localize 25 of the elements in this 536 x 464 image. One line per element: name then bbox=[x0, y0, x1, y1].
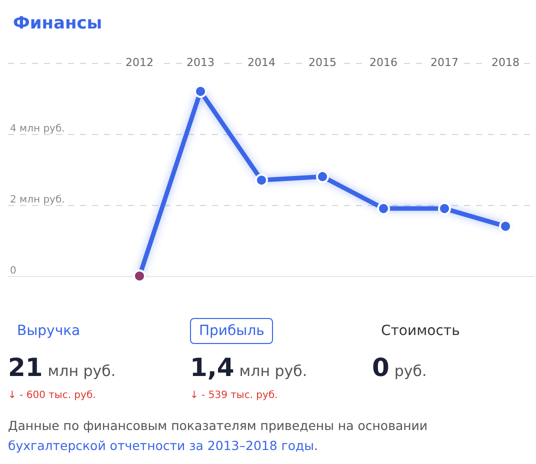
text: . bbox=[314, 438, 318, 453]
text: Выручка bbox=[16, 322, 82, 341]
y-tick-label: 0 bbox=[10, 266, 16, 276]
x-tick-label: 2014 bbox=[248, 56, 276, 69]
x-tick-label: 2012 bbox=[126, 56, 154, 69]
text: Стоимость bbox=[380, 322, 461, 341]
text: Данные по финансовым показателям приведены на основании bbox=[8, 418, 428, 433]
x-tick-label: 2018 bbox=[492, 56, 520, 69]
text: млн руб. bbox=[48, 362, 116, 380]
x-tick-label: 2015 bbox=[308, 56, 336, 69]
text: ↓ - 600 тыс. руб. bbox=[8, 390, 97, 401]
tab-button: Прибыль bbox=[190, 318, 274, 344]
text: руб. bbox=[394, 362, 427, 380]
y-tick-label: 2 млн руб. bbox=[10, 194, 65, 206]
x-tick-label: 2013 bbox=[186, 56, 214, 69]
text: 21 bbox=[8, 353, 43, 382]
x-tick-label: 2017 bbox=[430, 56, 458, 69]
chart-title: Финансы bbox=[13, 14, 102, 34]
text: ↓ - 539 тыс. руб. bbox=[190, 390, 279, 401]
x-tick-label: 2016 bbox=[370, 56, 398, 69]
text: бухгалтерской отчетности за 2013–2018 годы bbox=[8, 438, 314, 453]
text: 1,4 bbox=[190, 353, 234, 382]
text: млн руб. bbox=[239, 362, 308, 380]
y-tick-label: 4 млн руб. bbox=[10, 124, 65, 134]
text: 0 bbox=[372, 353, 390, 382]
